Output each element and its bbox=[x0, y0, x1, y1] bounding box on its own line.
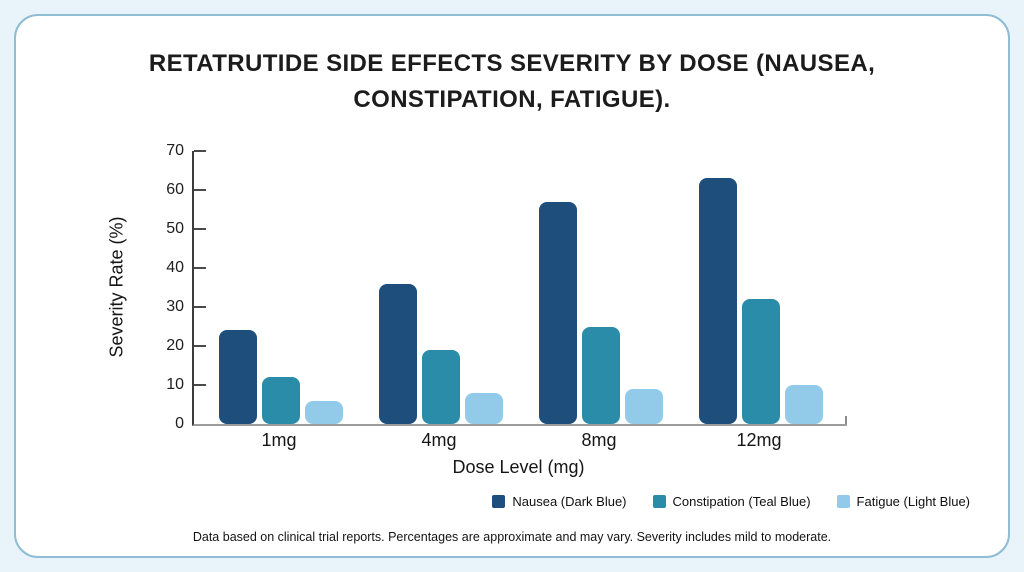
legend-label: Constipation (Teal Blue) bbox=[672, 494, 811, 509]
y-axis-tick-label: 40 bbox=[166, 259, 184, 276]
bar-group-8mg bbox=[539, 201, 663, 424]
bar-group-4mg bbox=[379, 283, 503, 424]
legend-swatch bbox=[836, 495, 850, 508]
bar bbox=[465, 392, 503, 424]
legend-swatch bbox=[492, 495, 506, 508]
footnote: Data based on clinical trial reports. Pe… bbox=[192, 530, 832, 544]
bar bbox=[422, 349, 460, 424]
bar bbox=[539, 201, 577, 424]
chart-title: RETATRUTIDE SIDE EFFECTS SEVERITY BY DOS… bbox=[148, 50, 876, 113]
legend-label: Fatigue (Light Blue) bbox=[856, 494, 970, 509]
y-axis-tick-label: 50 bbox=[166, 220, 184, 237]
y-axis-tick bbox=[194, 384, 206, 386]
legend-item: Fatigue (Light Blue) bbox=[836, 494, 970, 509]
y-axis-tick bbox=[194, 345, 206, 347]
y-axis-title: Severity Rate (%) bbox=[106, 216, 127, 358]
bar bbox=[785, 385, 823, 424]
y-axis-tick bbox=[194, 150, 206, 152]
chart-card bbox=[14, 14, 1010, 558]
legend-label: Nausea (Dark Blue) bbox=[512, 494, 627, 509]
chart-legend: Nausea (Dark Blue) Constipation (Teal Blu… bbox=[492, 494, 970, 509]
bar-group-12mg bbox=[699, 178, 823, 424]
y-axis-tick bbox=[194, 306, 206, 308]
y-axis-tick-label: 70 bbox=[166, 142, 184, 159]
x-axis-category-label: 4mg bbox=[421, 430, 457, 450]
y-axis-tick bbox=[194, 228, 206, 230]
x-axis-end-tick bbox=[845, 416, 847, 424]
legend-item: Constipation (Teal Blue) bbox=[652, 494, 811, 509]
bar bbox=[379, 283, 417, 424]
y-axis-tick-label: 60 bbox=[166, 181, 184, 198]
x-axis-category-label: 1mg bbox=[261, 430, 297, 450]
bar bbox=[742, 299, 780, 424]
plot-area: 0 10 20 30 40 50 60 70 bbox=[166, 142, 847, 432]
x-axis-category-label: 12mg bbox=[736, 430, 782, 450]
bar-group-1mg bbox=[219, 330, 343, 424]
legend-item: Nausea (Dark Blue) bbox=[492, 494, 627, 509]
y-axis-tick-label: 30 bbox=[166, 298, 184, 315]
y-axis-tick bbox=[194, 189, 206, 191]
bar bbox=[219, 330, 257, 424]
bar bbox=[699, 178, 737, 424]
y-axis-tick bbox=[194, 267, 206, 269]
bar bbox=[305, 400, 343, 424]
legend-swatch bbox=[652, 495, 666, 508]
x-axis-title: Dose Level (mg) bbox=[452, 457, 585, 477]
bar bbox=[582, 326, 620, 424]
y-axis-tick-label: 0 bbox=[175, 415, 184, 432]
y-axis-tick-label: 10 bbox=[166, 376, 184, 393]
x-axis-category-label: 8mg bbox=[581, 430, 617, 450]
y-axis-tick-label: 20 bbox=[166, 337, 184, 354]
bar bbox=[262, 377, 300, 424]
bar bbox=[625, 388, 663, 424]
